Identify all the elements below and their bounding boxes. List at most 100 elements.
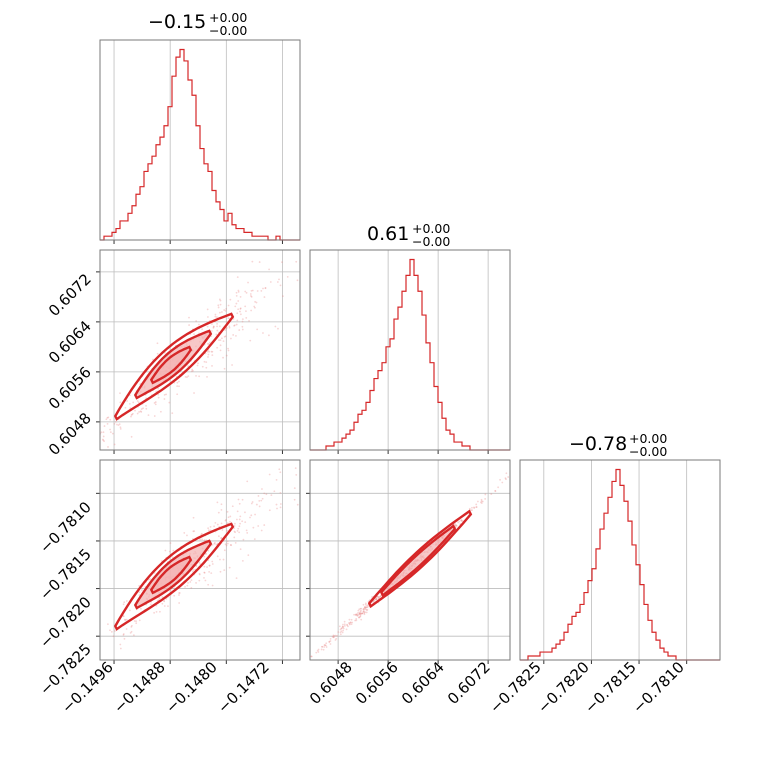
scatter-point: [332, 636, 335, 639]
scatter-point: [193, 392, 195, 394]
title-err-minus-1: −0.00: [412, 234, 450, 249]
xtick-label: 0.6064: [398, 658, 448, 708]
scatter-point: [323, 646, 326, 648]
scatter-point: [164, 549, 167, 552]
scatter-point: [211, 354, 214, 357]
scatter-point: [150, 603, 152, 606]
scatter-point: [279, 284, 282, 287]
scatter-point: [223, 569, 226, 571]
scatter-point: [237, 300, 240, 302]
scatter-point: [321, 645, 324, 648]
scatter-point: [224, 543, 227, 546]
scatter-point: [219, 299, 222, 302]
scatter-point: [494, 490, 497, 493]
scatter-point: [237, 308, 240, 311]
scatter-point: [270, 494, 273, 497]
scatter-point: [184, 376, 187, 378]
scatter-point: [359, 613, 362, 616]
scatter-point: [207, 549, 210, 552]
scatter-point: [339, 633, 342, 636]
scatter-point: [217, 511, 220, 514]
scatter-point: [89, 0, 91, 1]
scatter-point: [219, 570, 222, 573]
scatter-point: [249, 516, 251, 519]
scatter-point: [268, 509, 271, 512]
scatter-point: [103, 425, 106, 427]
title-value-2: −0.78: [569, 433, 627, 455]
scatter-point: [192, 569, 195, 571]
scatter-point: [245, 529, 248, 532]
scatter-point: [126, 400, 128, 402]
scatter-point: [128, 609, 131, 612]
scatter-point: [481, 500, 484, 503]
scatter-point: [239, 310, 241, 313]
title-err-plus-0: +0.00: [209, 10, 247, 25]
scatter-point: [286, 275, 289, 278]
scatter-point: [460, 519, 462, 522]
scatter-point: [268, 334, 270, 337]
scatter-point: [229, 298, 232, 301]
scatter-point: [210, 350, 213, 353]
scatter-point: [290, 246, 292, 248]
scatter-point: [189, 581, 192, 583]
scatter-point: [206, 566, 208, 568]
scatter-point: [107, 446, 109, 448]
scatter-point: [364, 606, 367, 609]
scatter-point: [184, 586, 186, 588]
scatter-point: [233, 525, 236, 527]
scatter-point: [475, 506, 478, 508]
scatter-point: [342, 627, 345, 630]
scatter-point: [229, 520, 231, 523]
scatter-point: [102, 431, 105, 434]
scatter-point: [361, 612, 363, 615]
scatter-point: [343, 625, 346, 627]
scatter-point: [224, 519, 227, 522]
scatter-point: [305, 233, 307, 235]
scatter-point: [348, 622, 351, 625]
scatter-point: [356, 614, 358, 617]
scatter-point: [183, 532, 186, 534]
scatter-point: [178, 592, 180, 594]
contour-level: [113, 312, 235, 421]
scatter-point: [236, 529, 239, 532]
scatter-point: [161, 596, 164, 598]
scatter-point: [359, 612, 361, 615]
scatter-point: [360, 618, 363, 621]
scatter-point: [365, 611, 368, 614]
scatter-point: [232, 334, 235, 336]
scatter-point: [89, 0, 91, 1]
scatter-point: [135, 620, 138, 623]
scatter-point: [300, 501, 302, 503]
title-value-1: 0.61: [367, 223, 409, 245]
scatter-point: [257, 525, 260, 527]
scatter-point: [247, 281, 249, 284]
scatter-point: [203, 571, 206, 574]
scatter-point: [277, 327, 279, 330]
scatter-point: [364, 606, 367, 609]
scatter-point: [480, 498, 483, 501]
scatter-point: [332, 636, 335, 639]
scatter-point: [203, 539, 206, 542]
scatter-point: [324, 644, 326, 647]
scatter-point: [357, 613, 360, 616]
scatter-point: [477, 500, 479, 503]
scatter-point: [198, 323, 200, 326]
scatter-point: [100, 431, 103, 434]
scatter-point: [89, 0, 91, 1]
scatter-point: [346, 624, 349, 627]
xtick-label: 0.6056: [352, 658, 402, 708]
scatter-point: [210, 572, 213, 575]
scatter-point: [131, 412, 134, 415]
scatter-point: [149, 578, 152, 580]
scatter-point: [329, 640, 332, 642]
scatter-point: [350, 618, 353, 621]
scatter-point: [186, 376, 188, 379]
scatter-point: [216, 346, 219, 349]
scatter-point: [198, 572, 201, 575]
scatter-point: [234, 542, 237, 544]
scatter-point: [215, 543, 218, 546]
scatter-point: [109, 431, 112, 434]
scatter-point: [156, 352, 159, 355]
scatter-point: [364, 606, 366, 609]
xtick-labels-col2: −0.7825 −0.7820 −0.7815 −0.7810: [486, 658, 688, 717]
